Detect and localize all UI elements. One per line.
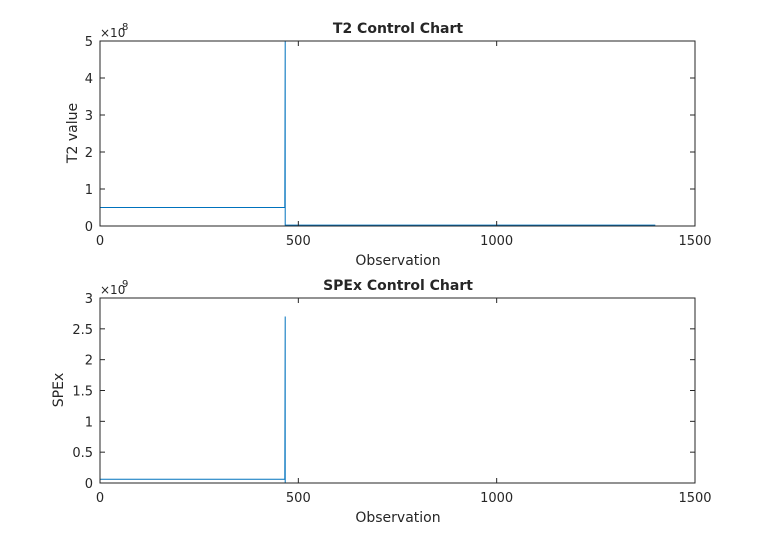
- spex-y-tick-label: 2: [85, 354, 93, 369]
- spex-y-tick-label: 3: [85, 292, 93, 307]
- svg-text:×10: ×10: [100, 26, 125, 40]
- svg-text:9: 9: [122, 279, 128, 290]
- spex-chart-title: SPEx Control Chart: [323, 278, 473, 294]
- t2-plot-area: [100, 41, 695, 226]
- spex-plot-area: [100, 298, 695, 483]
- t2-y-tick-label: 3: [85, 109, 93, 124]
- spex-y-tick-label: 2.5: [72, 323, 93, 338]
- spex-y-tick-label: 0: [85, 477, 93, 492]
- spex-x-tick-label: 1000: [480, 491, 513, 506]
- t2-tick-group: 0 500 1000 1500 0 1 2 3 4 5: [85, 35, 712, 249]
- t2-y-tick-label: 1: [85, 183, 93, 198]
- spex-x-tick-label: 1500: [678, 491, 711, 506]
- t2-axes-box: [99, 40, 696, 227]
- spex-y-tick-label: 1: [85, 415, 93, 430]
- t2-x-tick-label: 1500: [678, 234, 711, 249]
- t2-x-axis-label: Observation: [355, 253, 440, 269]
- spex-y-tick-label: 0.5: [72, 446, 93, 461]
- svg-text:×10: ×10: [100, 283, 125, 297]
- t2-series-line-0: [100, 40, 656, 226]
- t2-y-tick-label: 2: [85, 146, 93, 161]
- t2-x-tick-label: 0: [96, 234, 104, 249]
- t2-chart-title: T2 Control Chart: [333, 21, 464, 37]
- spex-x-tick-label: 500: [286, 491, 311, 506]
- spex-tick-group: 0 500 1000 1500 0 0.5 1 1.5 2 2.5 3: [72, 292, 711, 506]
- t2-y-tick-label: 5: [85, 35, 93, 50]
- t2-x-tick-label: 500: [286, 234, 311, 249]
- svg-text:8: 8: [122, 22, 128, 33]
- t2-x-tick-label: 1000: [480, 234, 513, 249]
- t2-chart-panel: T2 Control Chart ×10 8 0 500 1000 1500 0 1 2 3 4…: [65, 21, 712, 269]
- t2-y-tick-label: 0: [85, 220, 93, 235]
- t2-y-tick-label: 4: [85, 72, 93, 87]
- t2-exponent-label: ×10 8: [100, 22, 128, 40]
- spex-chart-panel: SPEx Control Chart ×10 9 0 500 1000 1500 0 0.…: [51, 278, 712, 526]
- spex-x-tick-label: 0: [96, 491, 104, 506]
- t2-y-axis-label: T2 value: [65, 103, 81, 164]
- spex-y-tick-label: 1.5: [72, 385, 93, 400]
- spex-x-axis-label: Observation: [355, 510, 440, 526]
- spex-exponent-label: ×10 9: [100, 279, 128, 297]
- spex-y-axis-label: SPEx: [51, 373, 67, 407]
